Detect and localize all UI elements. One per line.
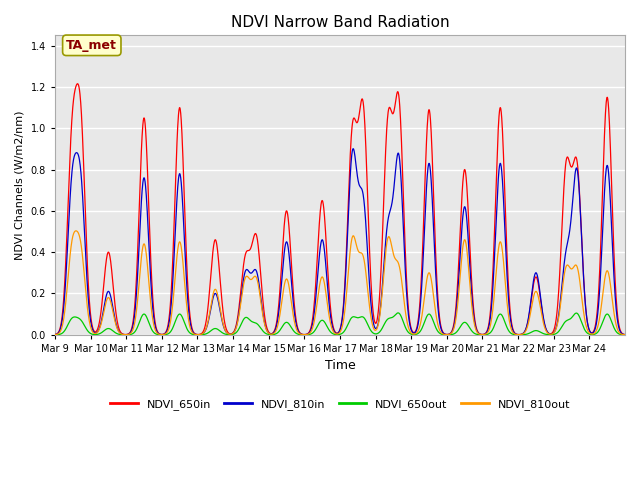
Legend: NDVI_650in, NDVI_810in, NDVI_650out, NDVI_810out: NDVI_650in, NDVI_810in, NDVI_650out, NDV…: [106, 394, 575, 414]
Y-axis label: NDVI Channels (W/m2/nm): NDVI Channels (W/m2/nm): [15, 110, 25, 260]
X-axis label: Time: Time: [324, 360, 355, 372]
Text: TA_met: TA_met: [67, 39, 117, 52]
Title: NDVI Narrow Band Radiation: NDVI Narrow Band Radiation: [230, 15, 449, 30]
